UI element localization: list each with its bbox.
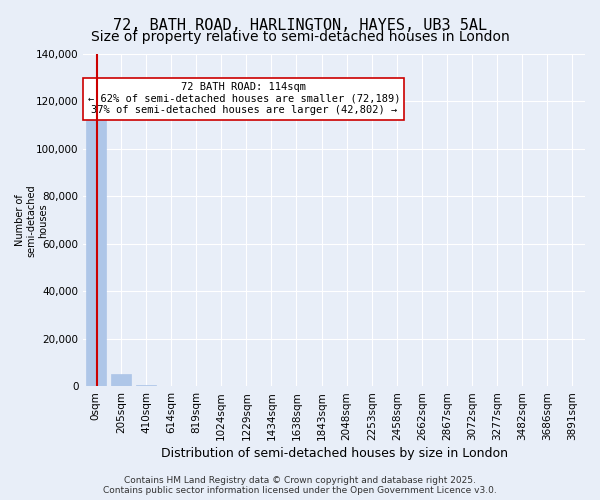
Text: Size of property relative to semi-detached houses in London: Size of property relative to semi-detach… <box>91 30 509 44</box>
Text: 72, BATH ROAD, HARLINGTON, HAYES, UB3 5AL: 72, BATH ROAD, HARLINGTON, HAYES, UB3 5A… <box>113 18 487 32</box>
X-axis label: Distribution of semi-detached houses by size in London: Distribution of semi-detached houses by … <box>161 447 508 460</box>
Text: 72 BATH ROAD: 114sqm
← 62% of semi-detached houses are smaller (72,189)
37% of s: 72 BATH ROAD: 114sqm ← 62% of semi-detac… <box>88 82 400 116</box>
Bar <box>111 374 131 386</box>
Y-axis label: Number of
semi-detached
houses: Number of semi-detached houses <box>15 184 48 256</box>
Text: Contains HM Land Registry data © Crown copyright and database right 2025.
Contai: Contains HM Land Registry data © Crown c… <box>103 476 497 495</box>
Bar <box>86 117 106 386</box>
Bar <box>136 384 156 386</box>
